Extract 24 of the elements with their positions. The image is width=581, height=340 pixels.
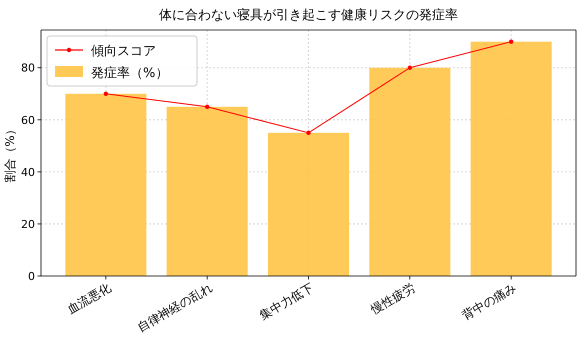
x-tick-label: 血流悪化 xyxy=(64,280,114,317)
y-tick-label: 40 xyxy=(21,166,35,179)
bar xyxy=(166,106,248,276)
bar xyxy=(369,68,450,276)
legend-label: 傾向スコア xyxy=(91,44,156,59)
y-tick-label: 20 xyxy=(21,218,35,231)
point xyxy=(508,40,514,44)
bar xyxy=(268,132,350,276)
chart-title: 体に合わない寝具が引き起こす健康リスクの発症率 xyxy=(159,7,458,23)
y-tick-label: 60 xyxy=(21,114,35,127)
bar xyxy=(470,42,552,276)
y-tick-label: 0 xyxy=(28,270,35,283)
y-tick-label: 80 xyxy=(21,62,35,75)
point xyxy=(204,104,210,109)
x-tick-label: 自律神経の乱れ xyxy=(134,280,215,335)
y-axis-title: 割合（%） xyxy=(3,123,17,183)
point xyxy=(306,130,311,136)
bar xyxy=(65,94,146,276)
legend-label: 発症率（%） xyxy=(91,65,168,81)
point xyxy=(104,92,108,96)
x-tick-label: 慢性疲労 xyxy=(368,280,418,318)
point xyxy=(408,66,412,70)
x-tick-label: 背中の痛み xyxy=(460,280,519,323)
x-tick-label: 集中力低下 xyxy=(257,280,316,323)
